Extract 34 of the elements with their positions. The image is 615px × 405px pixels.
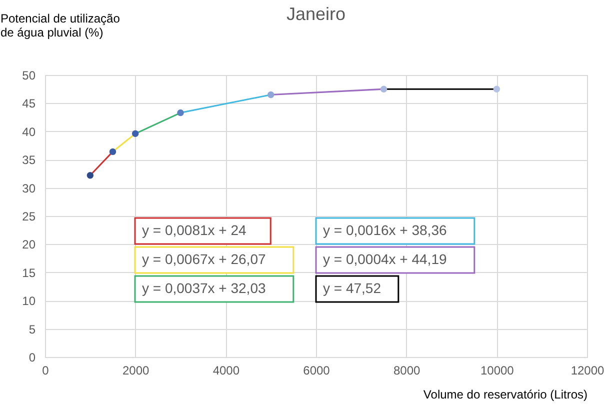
point xyxy=(380,86,388,92)
point xyxy=(177,109,184,116)
text: y = 0,0004x + 44,19 xyxy=(323,251,447,267)
y-tick-label: 10 xyxy=(22,294,36,308)
point xyxy=(267,91,274,98)
y-tick-label: 25 xyxy=(22,210,36,224)
y-tick-label: 35 xyxy=(22,153,36,168)
y-tick-label: 5 xyxy=(28,322,36,336)
text: y = 0,0067x + 26,07 xyxy=(142,251,266,267)
x-tick-label: 12000 xyxy=(570,364,605,378)
y-tick-label: 45 xyxy=(22,96,36,111)
x-tick-label: 2000 xyxy=(122,364,150,378)
text: y = 0,0037x + 32,03 xyxy=(142,280,266,296)
y-axis-title: Potencial de utilização de água pluvial (%) xyxy=(0,12,120,40)
x-axis-title: Volume do reservatório (Litros) xyxy=(423,388,588,402)
point xyxy=(132,130,139,138)
text: y = 47,52 xyxy=(323,280,382,296)
y-tick-label: 40 xyxy=(22,124,36,139)
x-tick-label: 10000 xyxy=(480,364,514,378)
x-tick-label: 4000 xyxy=(212,364,240,378)
y-tick-label: 0 xyxy=(28,350,36,364)
x-tick-label: 0 xyxy=(42,364,50,378)
text: y = 0,0081x + 24 xyxy=(142,222,247,238)
x-tick-label: 6000 xyxy=(303,364,330,378)
chart-title: Janeiro xyxy=(286,4,346,24)
x-tick-label: 8000 xyxy=(393,364,421,378)
y-tick-label: 30 xyxy=(22,181,36,196)
y-tick-label: 50 xyxy=(22,68,36,82)
y-tick-label: 20 xyxy=(22,238,36,252)
point xyxy=(86,172,94,179)
y-tick-label: 15 xyxy=(22,266,36,280)
point xyxy=(493,86,500,92)
text: y = 0,0016x + 38,36 xyxy=(323,222,447,238)
point xyxy=(109,148,116,156)
